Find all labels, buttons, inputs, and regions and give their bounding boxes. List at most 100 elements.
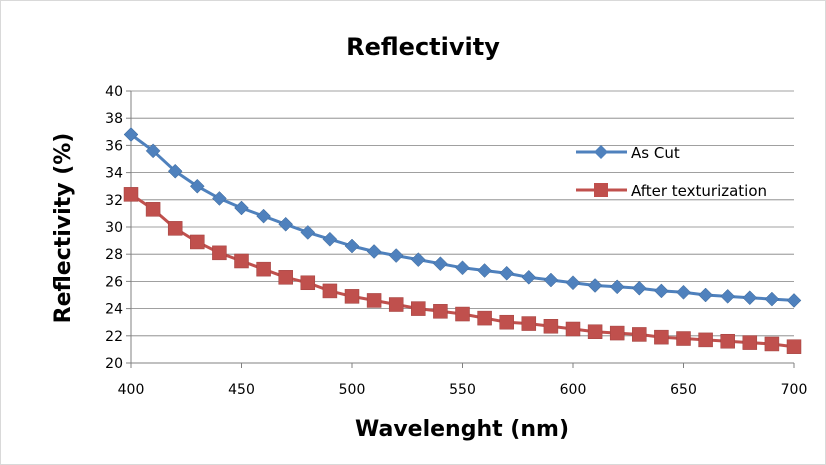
y-tick-label-28: 28	[105, 247, 123, 263]
legend-marker	[594, 183, 608, 197]
data-point	[145, 143, 161, 159]
data-point	[521, 269, 537, 285]
data-point	[300, 225, 316, 240]
data-point	[123, 187, 139, 202]
x-axis-title: Wavelenght (nm)	[355, 417, 569, 442]
grid-lines	[131, 90, 794, 364]
data-point	[455, 260, 470, 276]
y-tick-labels: 20 22 24 26 28 30 32 34 36 38 40	[105, 84, 123, 372]
data-point	[676, 331, 691, 346]
x-tick-label-650: 650	[670, 382, 697, 398]
data-point	[234, 200, 249, 216]
data-point	[632, 327, 647, 342]
data-point	[234, 253, 249, 269]
legend: As Cut After texturization	[576, 144, 767, 200]
x-tick-label-600: 600	[560, 382, 587, 398]
data-point	[499, 314, 514, 330]
data-point	[189, 178, 205, 194]
x-tick-label-500: 500	[339, 382, 366, 398]
legend-label: As Cut	[631, 144, 680, 162]
data-point	[609, 325, 625, 341]
data-point	[388, 297, 404, 312]
data-series	[123, 127, 802, 354]
axes	[126, 90, 795, 368]
y-tick-label-20: 20	[105, 356, 123, 372]
data-point	[786, 339, 802, 354]
chart-title: Reflectivity	[346, 33, 500, 61]
data-point	[631, 280, 647, 296]
data-point	[720, 333, 735, 349]
data-point	[344, 289, 360, 304]
y-tick-label-34: 34	[105, 166, 123, 182]
data-point	[190, 234, 205, 250]
y-tick-label-40: 40	[105, 84, 123, 100]
data-point	[167, 163, 183, 179]
data-point	[698, 287, 713, 303]
data-point	[742, 335, 758, 350]
data-point	[565, 275, 581, 291]
data-point	[256, 261, 271, 277]
data-point	[587, 278, 603, 293]
y-tick-label-24: 24	[105, 302, 123, 318]
data-point	[322, 231, 338, 247]
y-axis-title: Reflectivity (%)	[51, 133, 76, 324]
data-point	[764, 336, 780, 352]
data-point	[278, 270, 293, 285]
legend-label: After texturization	[631, 182, 767, 200]
data-point	[521, 316, 537, 331]
data-point	[123, 127, 139, 142]
x-tick-label-550: 550	[449, 382, 476, 398]
data-point	[764, 291, 780, 307]
data-point	[477, 263, 492, 278]
legend-marker	[594, 145, 608, 159]
data-point	[654, 283, 669, 299]
data-point	[609, 279, 625, 295]
data-point	[742, 290, 758, 306]
y-tick-label-30: 30	[105, 220, 123, 236]
data-point	[565, 321, 581, 337]
data-point	[786, 293, 802, 308]
x-tick-label-700: 700	[781, 382, 808, 398]
data-point	[433, 256, 448, 272]
legend-item-after-texturization: After texturization	[576, 182, 767, 200]
data-point	[300, 275, 316, 291]
data-point	[366, 244, 382, 259]
y-tick-label-38: 38	[105, 111, 123, 127]
data-point	[322, 283, 338, 299]
data-point	[410, 252, 426, 267]
x-tick-labels: 400 450 500 550 600 650 700	[118, 382, 808, 398]
y-tick-label-26: 26	[105, 274, 123, 290]
data-point	[477, 310, 492, 326]
data-point	[411, 301, 426, 316]
data-point	[455, 306, 470, 322]
data-point	[344, 238, 360, 254]
legend-item-as-cut: As Cut	[576, 144, 680, 162]
data-point	[499, 265, 515, 281]
data-point	[543, 319, 559, 334]
data-point	[654, 329, 669, 345]
data-point	[698, 332, 713, 348]
y-tick-label-32: 32	[105, 193, 123, 209]
data-point	[212, 245, 227, 261]
data-point	[433, 304, 448, 319]
data-point	[720, 289, 736, 304]
data-point	[145, 202, 161, 217]
data-point	[167, 221, 183, 236]
data-point	[256, 208, 271, 224]
x-tick-label-450: 450	[228, 382, 255, 398]
x-tick-label-400: 400	[118, 382, 145, 398]
series-after-texturization	[123, 187, 802, 354]
y-tick-label-36: 36	[105, 138, 123, 154]
data-point	[587, 324, 603, 339]
series-line	[130, 133, 795, 302]
data-point	[543, 272, 559, 288]
data-point	[676, 284, 691, 300]
data-point	[278, 216, 294, 232]
data-point	[388, 248, 404, 263]
data-point	[212, 191, 227, 206]
data-point	[366, 293, 382, 308]
series-as-cut	[123, 127, 802, 308]
y-tick-label-22: 22	[105, 329, 123, 345]
